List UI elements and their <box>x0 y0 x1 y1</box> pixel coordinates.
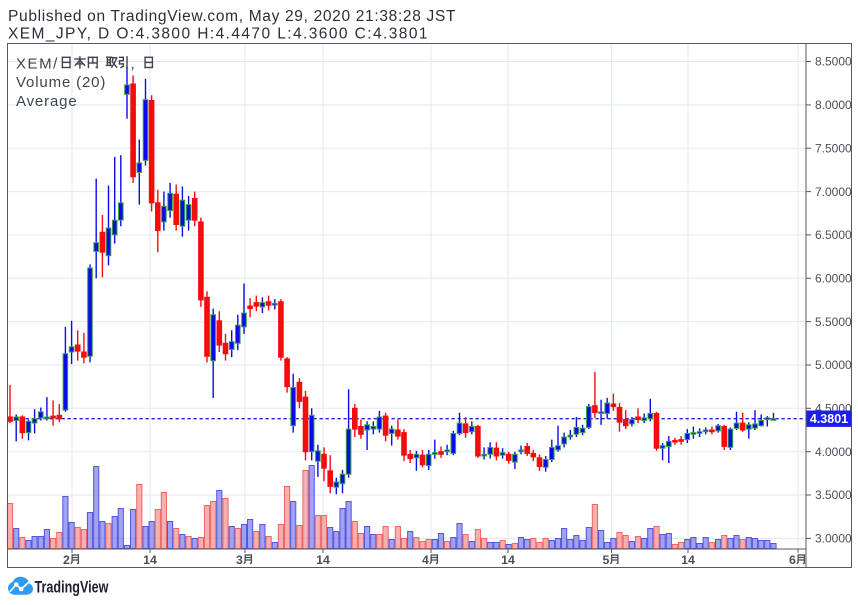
svg-text:4.0000: 4.0000 <box>815 445 852 459</box>
svg-text:5: 5 <box>603 553 610 567</box>
svg-text:Average: Average <box>16 93 78 110</box>
svg-text:14: 14 <box>501 553 515 567</box>
svg-text:4.3801: 4.3801 <box>810 412 848 426</box>
svg-text:3.5000: 3.5000 <box>815 488 852 502</box>
svg-text:3.0000: 3.0000 <box>815 532 852 546</box>
svg-text:2: 2 <box>63 553 70 567</box>
svg-text:TradingView: TradingView <box>35 579 109 597</box>
svg-text:14: 14 <box>681 553 695 567</box>
svg-text:5.5000: 5.5000 <box>815 315 852 329</box>
svg-text:6.0000: 6.0000 <box>815 272 852 286</box>
svg-text:XEM/: XEM/ <box>16 56 59 73</box>
svg-text:Published on TradingView.com,: Published on TradingView.com, May 29, 20… <box>8 8 456 25</box>
svg-text:14: 14 <box>143 553 157 567</box>
svg-text:14: 14 <box>316 553 330 567</box>
svg-text:5.0000: 5.0000 <box>815 358 852 372</box>
svg-text:XEM_JPY, D O:4.3800 H:4.4470 L: XEM_JPY, D O:4.3800 H:4.4470 L:4.3600 C:… <box>8 26 429 43</box>
svg-text:Volume (20): Volume (20) <box>16 74 106 91</box>
svg-text:,: , <box>131 56 135 73</box>
svg-text:4: 4 <box>422 553 429 567</box>
svg-text:7.0000: 7.0000 <box>815 185 852 199</box>
svg-text:7.5000: 7.5000 <box>815 141 852 155</box>
svg-text:6.5000: 6.5000 <box>815 228 852 242</box>
svg-text:8.5000: 8.5000 <box>815 55 852 69</box>
svg-text:6: 6 <box>789 553 796 567</box>
svg-text:3: 3 <box>236 553 243 567</box>
svg-text:8.0000: 8.0000 <box>815 98 852 112</box>
